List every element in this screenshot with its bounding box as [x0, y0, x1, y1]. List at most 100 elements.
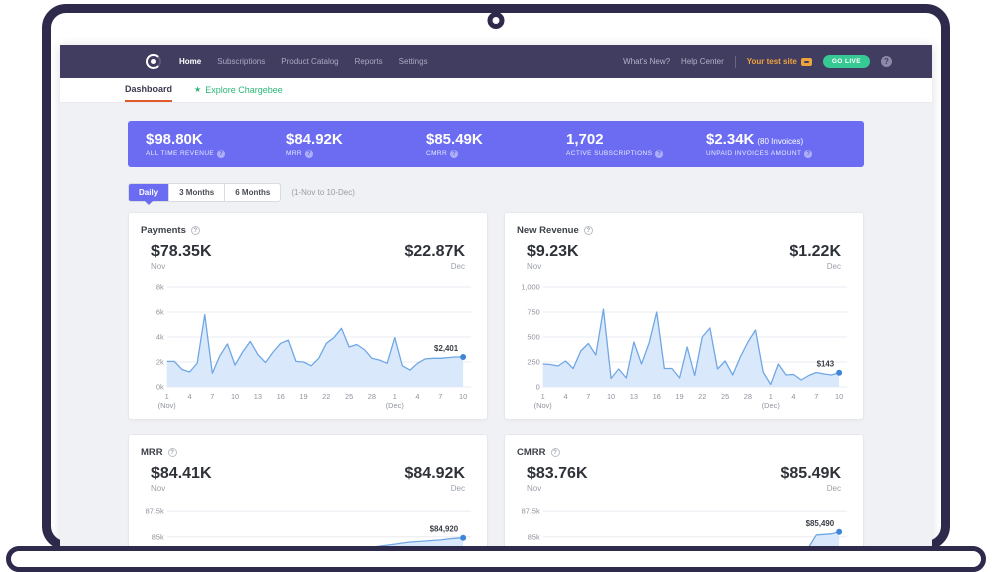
nav-item-settings[interactable]: Settings	[398, 57, 428, 66]
svg-text:(Nov): (Nov)	[158, 401, 177, 410]
stat-suffix: (80 Invoices)	[757, 136, 804, 146]
nav-item-home[interactable]: Home	[179, 57, 202, 66]
site-switcher-label: Your test site	[746, 57, 797, 66]
site-switcher[interactable]: Your test site	[747, 57, 812, 66]
go-live-button[interactable]: GO LIVE	[822, 55, 870, 68]
tab-dashboard[interactable]: Dashboard	[125, 78, 173, 102]
svg-text:(Nov): (Nov)	[534, 401, 553, 410]
new-revenue-card: New Revenue ? $9.23K Nov $1.22K Dec 0 250 50…	[504, 212, 864, 420]
help-question-icon[interactable]: ?	[305, 149, 314, 158]
svg-text:22: 22	[322, 392, 330, 401]
new-revenue-chart[interactable]: 0 250 500 750 1,000 1 (Nov) 4 7 10 13 16 19 22 25 28 1 (D…	[517, 275, 851, 415]
help-question-icon[interactable]: ?	[550, 447, 560, 457]
svg-text:0: 0	[536, 382, 540, 391]
star-icon: ★	[194, 85, 202, 94]
stat-unpaid-invoices: $2.34K (80 Invoices) UNPAID INVOICES AMOU…	[706, 131, 846, 158]
help-question-icon[interactable]: ?	[881, 56, 892, 67]
period-option-daily[interactable]: Daily	[129, 184, 170, 205]
card-title: MRR	[141, 446, 163, 458]
card-title: New Revenue	[517, 224, 579, 236]
dec-value: $84.92K	[404, 465, 466, 482]
period-option-3-months[interactable]: 3 Months	[169, 184, 226, 201]
svg-text:500: 500	[527, 332, 539, 341]
dashboard-content: $98.80K ALL TIME REVENUE? $84.92K MRR? $…	[60, 103, 932, 572]
svg-text:4: 4	[563, 392, 567, 401]
nav-item-subscriptions[interactable]: Subscriptions	[217, 57, 266, 66]
stat-label: UNPAID INVOICES AMOUNT	[706, 150, 802, 157]
stat-cmrr: $85.49K CMRR?	[426, 131, 566, 158]
svg-text:250: 250	[527, 357, 539, 366]
nov-label: Nov	[527, 262, 542, 271]
dec-label: Dec	[450, 484, 465, 493]
svg-text:7: 7	[814, 392, 818, 401]
svg-text:25: 25	[721, 392, 729, 401]
period-option-6-months[interactable]: 6 Months	[225, 184, 280, 201]
payments-chart[interactable]: 0k 2k 4k 6k 8k 1 (Nov) 4 7 10 13 16 19 22 25 28 1 (Dec) 4 7…	[141, 275, 475, 415]
svg-text:1: 1	[769, 392, 773, 401]
stat-label: CMRR	[426, 150, 448, 157]
svg-text:28: 28	[368, 392, 376, 401]
help-question-icon[interactable]: ?	[190, 225, 200, 235]
help-question-icon[interactable]: ?	[450, 149, 459, 158]
svg-text:10: 10	[231, 392, 239, 401]
nav-divider	[734, 55, 736, 68]
sub-navigation: Dashboard ★ Explore Chargebee	[60, 78, 932, 103]
nov-value: $78.35K	[151, 243, 212, 260]
summary-stats-bar: $98.80K ALL TIME REVENUE? $84.92K MRR? $…	[128, 121, 864, 167]
svg-text:85k: 85k	[152, 532, 164, 541]
nov-label: Nov	[151, 484, 166, 493]
svg-text:19: 19	[299, 392, 307, 401]
svg-text:$143: $143	[817, 360, 835, 369]
help-question-icon[interactable]: ?	[804, 149, 813, 158]
laptop-camera-icon	[487, 12, 505, 29]
svg-text:10: 10	[607, 392, 615, 401]
chargebee-logo-icon[interactable]	[146, 54, 161, 69]
dec-value: $85.49K	[780, 465, 842, 482]
svg-text:$2,401: $2,401	[434, 344, 459, 353]
svg-text:0k: 0k	[156, 382, 164, 391]
svg-text:8k: 8k	[156, 282, 164, 291]
whats-new-link[interactable]: What's New?	[623, 57, 671, 66]
help-question-icon[interactable]: ?	[167, 447, 177, 457]
svg-text:$84,920: $84,920	[430, 525, 459, 534]
card-title: Payments	[141, 224, 186, 236]
svg-text:4: 4	[791, 392, 795, 401]
nav-item-reports[interactable]: Reports	[354, 57, 383, 66]
svg-text:10: 10	[459, 392, 467, 401]
svg-text:1: 1	[393, 392, 397, 401]
stat-active-subscriptions: 1,702 ACTIVE SUBSCRIPTIONS?	[566, 131, 706, 158]
nov-value: $84.41K	[151, 465, 212, 482]
nav-item-product-catalog[interactable]: Product Catalog	[281, 57, 339, 66]
period-toggle: Daily 3 Months 6 Months	[128, 183, 282, 205]
stat-mrr: $84.92K MRR?	[286, 131, 426, 158]
svg-text:87.5k: 87.5k	[522, 507, 540, 516]
help-question-icon[interactable]: ?	[655, 149, 664, 158]
svg-text:750: 750	[527, 307, 539, 316]
svg-text:10: 10	[835, 392, 843, 401]
help-question-icon[interactable]: ?	[217, 149, 226, 158]
nov-value: $9.23K	[527, 243, 579, 260]
stat-value: $85.49K	[426, 130, 483, 148]
help-question-icon[interactable]: ?	[583, 225, 593, 235]
svg-text:1,000: 1,000	[521, 282, 540, 291]
primary-nav: Home Subscriptions Product Catalog Repor…	[179, 57, 428, 66]
explore-chargebee-link[interactable]: ★ Explore Chargebee	[194, 78, 283, 102]
test-mode-badge-icon	[800, 57, 812, 66]
stat-all-time-revenue: $98.80K ALL TIME REVENUE?	[146, 131, 286, 158]
svg-text:4: 4	[415, 392, 419, 401]
nov-value: $83.76K	[527, 465, 588, 482]
svg-text:2k: 2k	[156, 357, 164, 366]
help-center-link[interactable]: Help Center	[681, 57, 724, 66]
svg-text:4: 4	[187, 392, 191, 401]
charts-grid: Payments ? $78.35K Nov $22.87K Dec 0k 2k 4k 6…	[128, 212, 864, 572]
dec-label: Dec	[450, 262, 465, 271]
stat-value: 1,702	[566, 130, 604, 148]
nov-label: Nov	[527, 484, 542, 493]
svg-text:16: 16	[277, 392, 285, 401]
dec-value: $1.22K	[789, 243, 841, 260]
svg-text:7: 7	[586, 392, 590, 401]
nov-label: Nov	[151, 262, 166, 271]
svg-text:1: 1	[541, 392, 545, 401]
svg-text:(Dec): (Dec)	[762, 401, 781, 410]
